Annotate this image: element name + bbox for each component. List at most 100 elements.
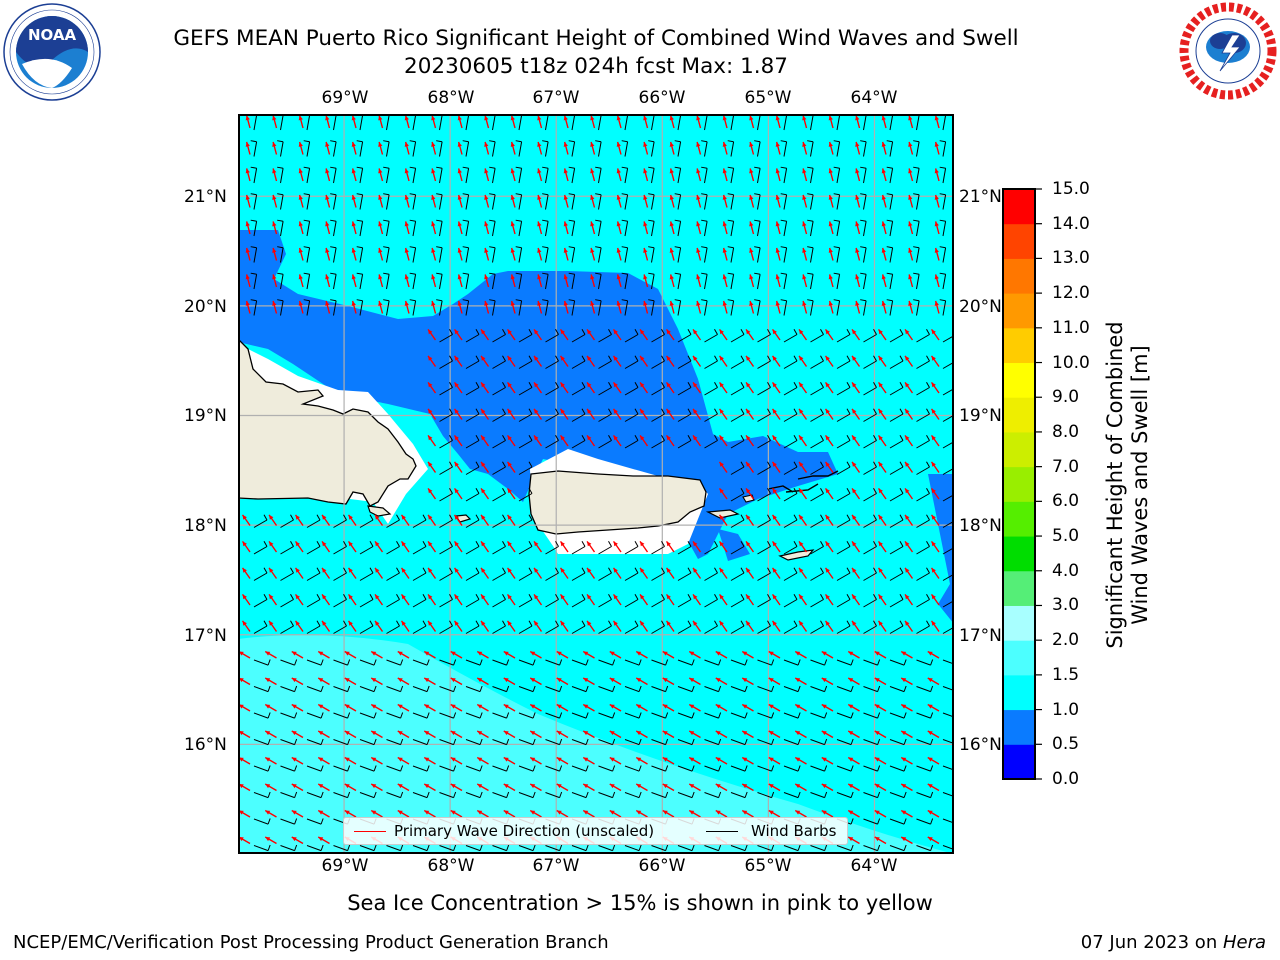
wind-barb xyxy=(836,435,851,449)
wave-arrow xyxy=(749,115,755,129)
noaa-logo-text: NOAA xyxy=(28,26,77,44)
wind-barb xyxy=(330,193,337,210)
wave-arrow xyxy=(821,650,834,659)
wind-barb xyxy=(571,712,589,719)
wave-arrow xyxy=(317,836,330,845)
wind-barb xyxy=(542,299,549,316)
lon-label: 69°W xyxy=(321,856,369,876)
wind-barb xyxy=(704,844,722,852)
wind-barb xyxy=(651,408,665,422)
wave-arrow xyxy=(529,650,542,659)
wind-barb xyxy=(730,514,745,528)
wave-arrow xyxy=(609,677,622,686)
wave-arrow xyxy=(351,247,357,261)
wave-arrow xyxy=(688,756,701,765)
wind-barb xyxy=(780,246,788,263)
wind-barb xyxy=(333,791,351,799)
wave-arrow xyxy=(431,168,437,182)
wave-arrow xyxy=(802,115,808,129)
wind-barb xyxy=(518,408,533,422)
wind-barb xyxy=(277,299,284,316)
wind-barb xyxy=(492,329,506,343)
wave-arrow xyxy=(537,168,543,182)
wind-barb xyxy=(280,844,298,852)
wind-barb xyxy=(598,712,616,719)
wave-arrow xyxy=(768,783,781,792)
wind-barb xyxy=(306,685,324,693)
wave-arrow xyxy=(559,620,569,632)
land-saona xyxy=(367,505,392,517)
wind-barb xyxy=(833,246,841,263)
wind-barb xyxy=(704,541,718,555)
lon-label: 65°W xyxy=(744,88,792,108)
wind-barb xyxy=(492,659,510,666)
wind-barb xyxy=(621,193,629,210)
wind-barb xyxy=(489,272,496,290)
wind-barb xyxy=(412,514,427,528)
wind-barb xyxy=(780,272,788,290)
wind-barb xyxy=(916,382,930,396)
wave-arrow xyxy=(851,567,861,579)
wave-arrow xyxy=(510,221,516,235)
wave-arrow xyxy=(351,274,357,288)
wind-barb xyxy=(621,219,629,237)
wave-arrow xyxy=(794,650,807,659)
wave-arrow xyxy=(643,274,649,288)
wave-arrow xyxy=(715,650,728,659)
wave-arrow xyxy=(692,540,702,553)
wind-barb xyxy=(677,791,695,799)
wind-barb xyxy=(250,166,258,184)
wave-arrow xyxy=(559,434,569,447)
wave-arrow xyxy=(450,677,463,686)
wave-arrow xyxy=(881,194,887,208)
wind-barb xyxy=(780,219,788,237)
wind-barb xyxy=(465,488,480,502)
wind-barb xyxy=(757,567,771,581)
wave-arrow xyxy=(821,677,834,686)
wind-barb xyxy=(518,712,536,719)
wave-arrow xyxy=(344,809,357,818)
wave-arrow xyxy=(639,593,649,606)
wind-barb xyxy=(727,219,735,237)
wind-barb xyxy=(807,193,814,210)
wave-arrow xyxy=(930,620,940,632)
wave-arrow xyxy=(688,730,701,739)
wind-barb xyxy=(757,659,775,666)
wave-arrow xyxy=(877,567,887,579)
wave-arrow xyxy=(370,783,383,792)
lon-label: 67°W xyxy=(532,88,580,108)
wind-barb xyxy=(571,541,586,555)
wave-arrow xyxy=(741,677,754,686)
wave-arrow xyxy=(427,593,437,606)
wave-arrow xyxy=(325,115,331,129)
wave-arrow xyxy=(847,809,860,818)
wave-arrow xyxy=(325,168,331,182)
wind-barb xyxy=(810,685,828,693)
wind-barb xyxy=(465,408,480,422)
wind-barb xyxy=(518,765,536,772)
wave-arrow xyxy=(344,783,357,792)
wind-barb xyxy=(462,193,470,210)
wave-arrow xyxy=(397,650,410,659)
wind-barb xyxy=(889,738,907,746)
wave-arrow xyxy=(317,650,330,659)
wave-arrow xyxy=(908,168,914,182)
wind-barb xyxy=(412,765,430,772)
wind-barb xyxy=(704,659,722,666)
wind-barb xyxy=(942,765,954,771)
wave-arrow xyxy=(612,620,622,632)
wind-barb xyxy=(436,219,443,237)
wave-arrow xyxy=(586,355,596,367)
wind-barb xyxy=(624,408,639,422)
wave-arrow xyxy=(590,221,596,235)
colorbar-segment xyxy=(1003,674,1035,711)
wind-barb xyxy=(780,166,788,184)
wind-barb xyxy=(783,355,798,369)
wind-barb xyxy=(889,408,904,422)
wave-arrow xyxy=(370,677,383,686)
wind-barb xyxy=(810,659,828,666)
wave-arrow xyxy=(427,540,437,553)
wave-arrow xyxy=(397,703,410,712)
wave-arrow xyxy=(272,274,278,288)
lat-label: 21°N xyxy=(184,187,227,207)
